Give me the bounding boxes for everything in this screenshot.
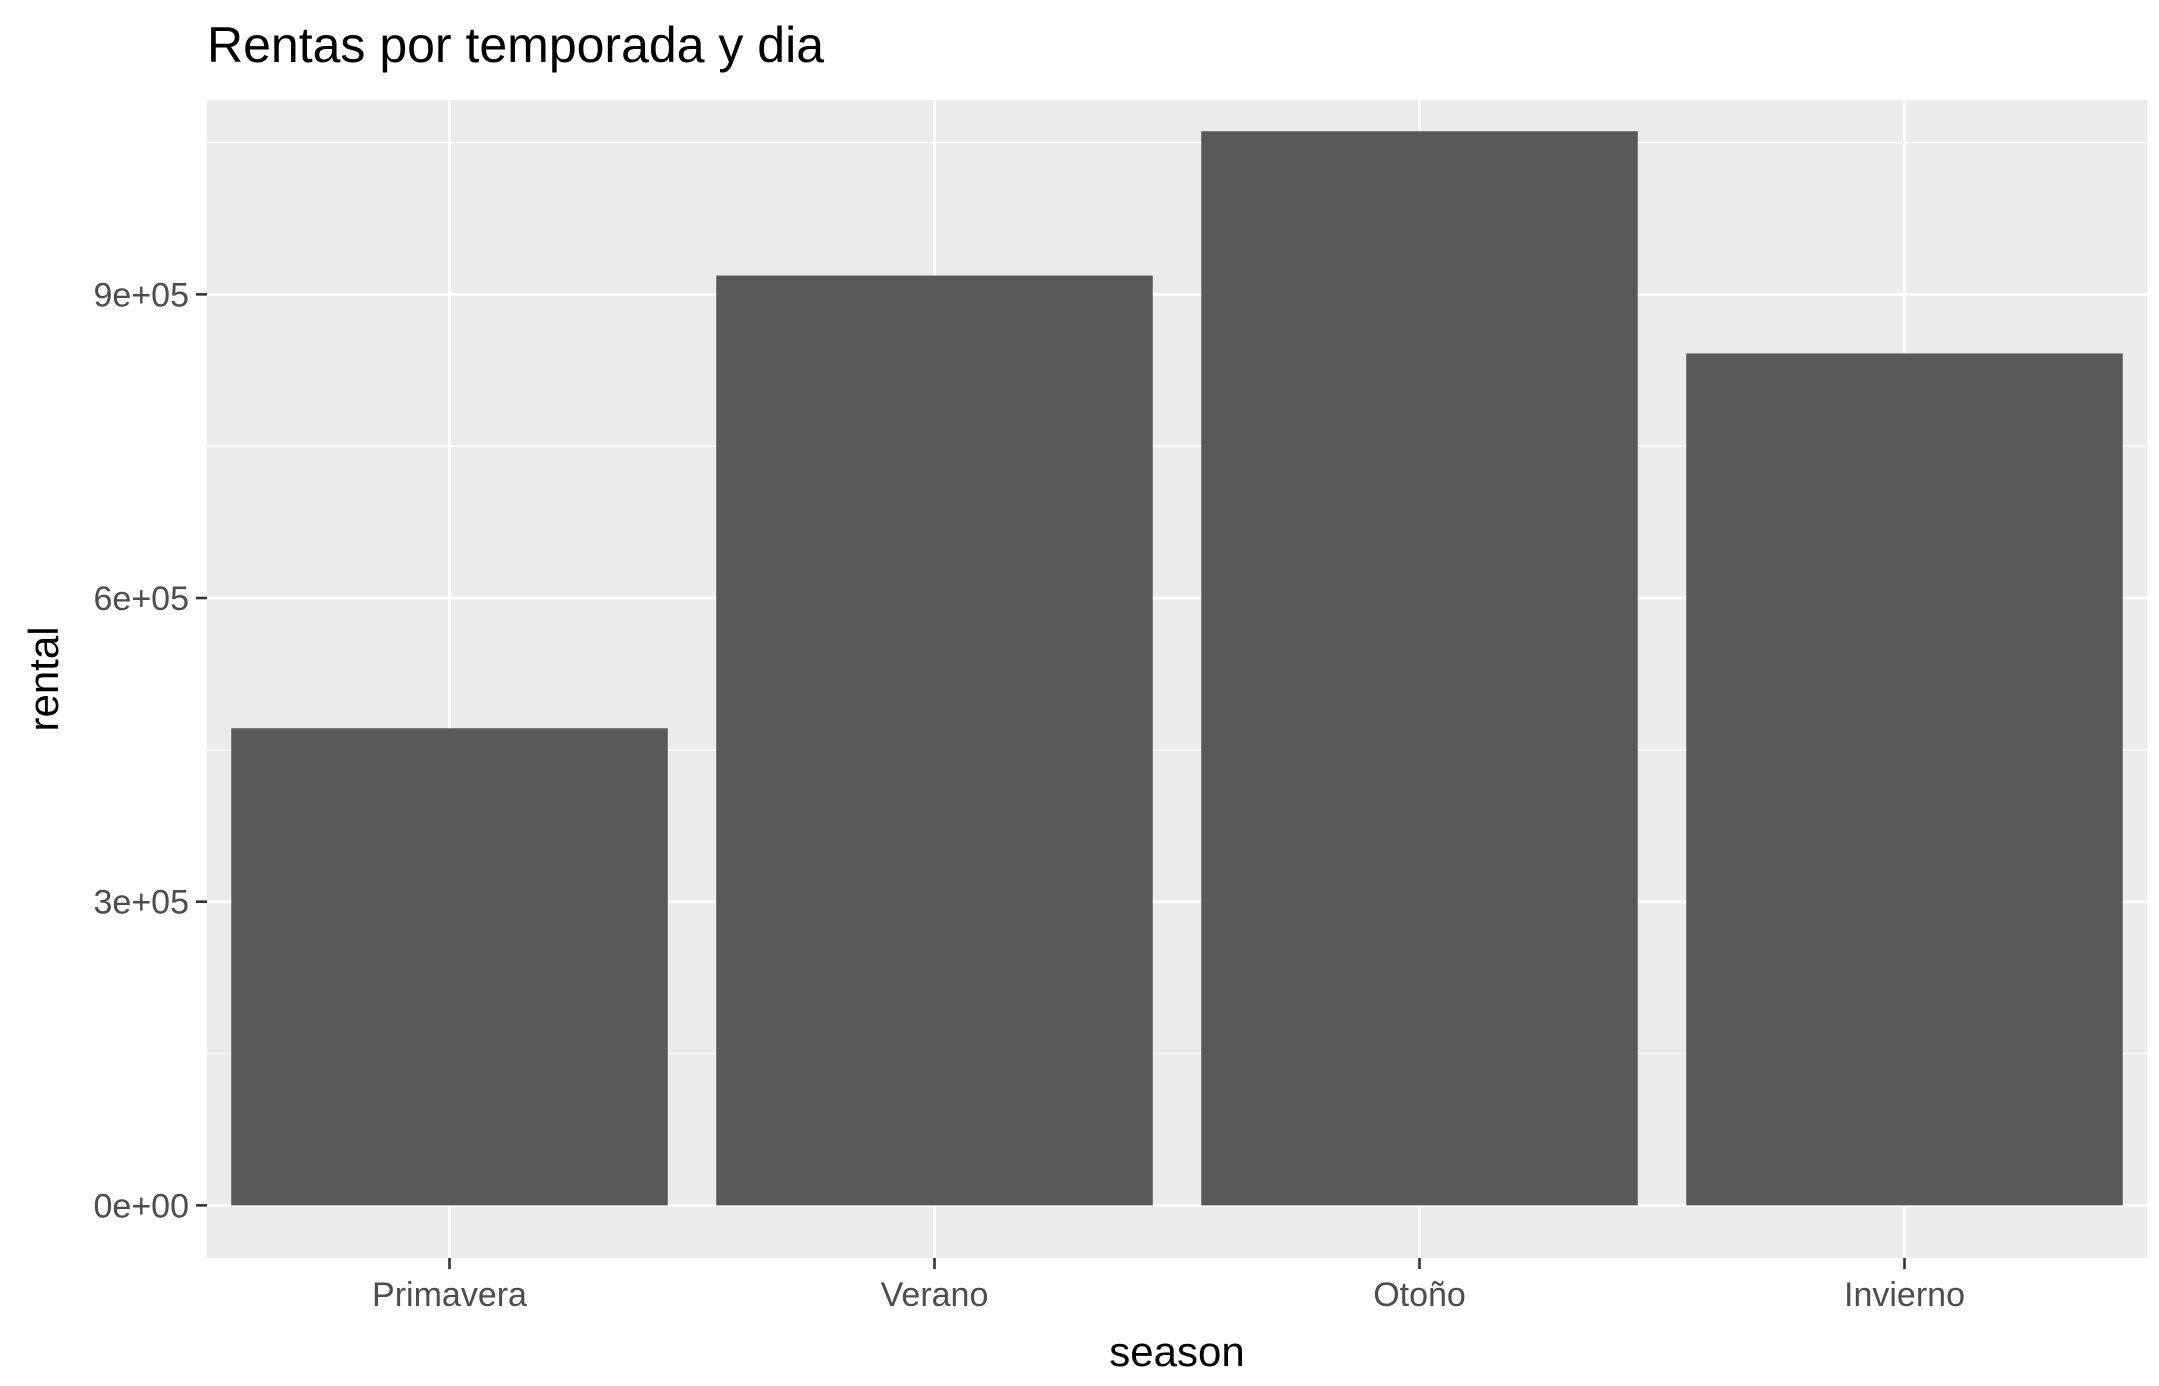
- x-tick-label: Primavera: [372, 1276, 527, 1314]
- y-axis: 0e+00 3e+05 6e+05 9e+05: [94, 276, 207, 1225]
- x-axis: Primavera Verano Otoño Invierno: [372, 1258, 1965, 1314]
- x-axis-title: season: [1109, 1328, 1244, 1375]
- y-tick-label: 9e+05: [94, 276, 190, 314]
- bar-verano: [716, 275, 1153, 1206]
- x-tick-label: Otoño: [1373, 1276, 1466, 1314]
- chart-title: Rentas por temporada y dia: [207, 17, 824, 73]
- y-tick-label: 0e+00: [94, 1187, 190, 1225]
- bar-invierno: [1686, 353, 2123, 1206]
- y-axis-title: rental: [20, 626, 67, 731]
- bar-primavera: [231, 728, 668, 1206]
- y-tick-label: 3e+05: [94, 884, 190, 922]
- x-tick-label: Verano: [881, 1276, 989, 1314]
- bars: [231, 131, 2123, 1206]
- y-tick-label: 6e+05: [94, 580, 190, 618]
- bar-otoño: [1201, 131, 1638, 1206]
- x-tick-label: Invierno: [1844, 1276, 1965, 1314]
